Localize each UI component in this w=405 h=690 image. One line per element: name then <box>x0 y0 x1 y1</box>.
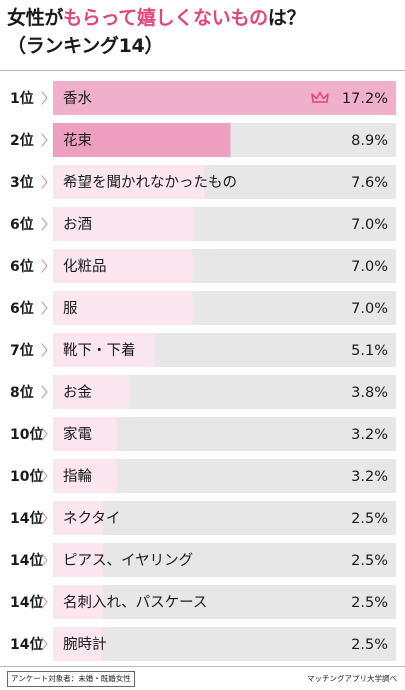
bar <box>53 585 103 619</box>
title-suffix: は？ <box>267 7 306 29</box>
bar-track <box>53 585 396 619</box>
chevron-right-icon <box>41 385 48 399</box>
chevron-right-icon <box>41 595 48 609</box>
chevron-right-icon <box>41 259 48 273</box>
bar <box>53 249 193 283</box>
bar <box>53 501 103 535</box>
bar-track <box>53 501 396 535</box>
value-label: 2.5% <box>351 553 388 569</box>
category-label: ネクタイ <box>63 510 120 527</box>
category-label: 靴下・下着 <box>63 342 136 359</box>
category-label: お酒 <box>63 216 92 233</box>
value-label: 5.1% <box>351 343 388 359</box>
category-label: ピアス、イヤリング <box>63 552 193 569</box>
chevron-right-icon <box>41 217 48 231</box>
category-label: 花束 <box>63 132 92 149</box>
value-label: 3.8% <box>351 385 388 401</box>
bar-track <box>53 543 396 577</box>
bar <box>53 459 117 493</box>
value-label: 3.2% <box>351 427 388 443</box>
bottom-rule <box>0 666 405 667</box>
chevron-right-icon <box>41 637 48 651</box>
value-label: 2.5% <box>351 595 388 611</box>
value-label: 17.2% <box>342 91 388 107</box>
rank-label: 6位 <box>10 258 34 275</box>
category-label: 化粧品 <box>63 258 107 275</box>
category-label: 香水 <box>63 90 92 107</box>
footer: アンケート対象者：未婚・既婚女性 マッチングアプリ大学調べ <box>0 671 405 687</box>
rank-label: 2位 <box>10 132 34 149</box>
rank-label: 6位 <box>10 300 34 317</box>
rank-label: 10位 <box>10 468 43 485</box>
category-label: 指輪 <box>63 468 92 485</box>
category-label: お金 <box>63 384 92 401</box>
category-label: 名刺入れ、パスケース <box>63 594 207 611</box>
chevron-right-icon <box>41 469 48 483</box>
value-label: 7.6% <box>351 175 388 191</box>
crown-icon <box>311 91 329 103</box>
survey-note: アンケート対象者：未婚・既婚女性 <box>7 671 135 687</box>
bar <box>53 543 103 577</box>
rank-label: 10位 <box>10 426 43 443</box>
bar <box>53 207 193 241</box>
rank-label: 14位 <box>10 636 43 653</box>
top-rule <box>0 70 405 71</box>
value-label: 7.0% <box>351 259 388 275</box>
category-label: 家電 <box>63 426 92 443</box>
bar <box>53 291 193 325</box>
chevron-right-icon <box>41 175 48 189</box>
rank-label: 14位 <box>10 552 43 569</box>
chevron-right-icon <box>41 511 48 525</box>
rank-label: 1位 <box>10 90 34 107</box>
value-label: 8.9% <box>351 133 388 149</box>
bar <box>53 333 155 367</box>
rank-label: 3位 <box>10 174 34 191</box>
chevron-right-icon <box>41 133 48 147</box>
rank-label: 7位 <box>10 342 34 359</box>
chevron-right-icon <box>41 553 48 567</box>
chevron-right-icon <box>41 343 48 357</box>
bar-track <box>53 627 396 661</box>
value-label: 3.2% <box>351 469 388 485</box>
chevron-right-icon <box>41 427 48 441</box>
rank-label: 6位 <box>10 216 34 233</box>
bar <box>53 417 117 451</box>
chart-title: 女性がもらって嬉しくないものは？ （ランキング14） <box>7 4 402 60</box>
chevron-right-icon <box>41 301 48 315</box>
bar <box>53 375 129 409</box>
category-label: 服 <box>63 301 78 317</box>
value-label: 2.5% <box>351 637 388 653</box>
source-credit: マッチングアプリ大学調べ <box>307 674 397 683</box>
bar <box>53 81 396 115</box>
category-label: 希望を聞かれなかったもの <box>63 174 237 191</box>
title-highlight: もらって嬉しくないもの <box>63 7 268 29</box>
bar <box>53 165 205 199</box>
rank-label: 8位 <box>10 384 34 401</box>
chevron-right-icon <box>41 91 48 105</box>
bar <box>53 627 103 661</box>
title-subtitle: （ランキング14） <box>7 35 164 57</box>
rank-label: 14位 <box>10 594 43 611</box>
value-label: 7.0% <box>351 217 388 233</box>
rank-label: 14位 <box>10 510 43 527</box>
bar <box>53 123 231 157</box>
value-label: 7.0% <box>351 301 388 317</box>
title-prefix: 女性が <box>7 7 64 29</box>
value-label: 2.5% <box>351 511 388 527</box>
category-label: 腕時計 <box>63 636 107 653</box>
